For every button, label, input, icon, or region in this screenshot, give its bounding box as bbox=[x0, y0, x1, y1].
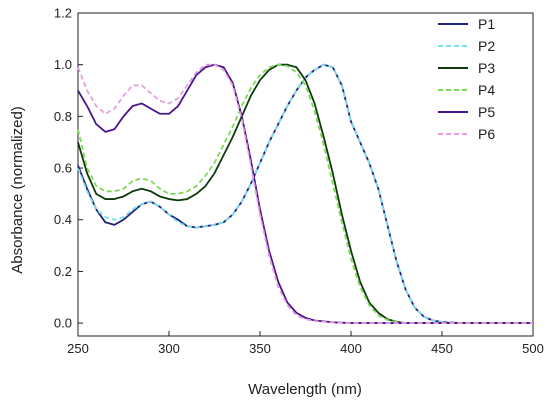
series-line-p1 bbox=[77, 63, 533, 324]
x-tick-label: 450 bbox=[431, 341, 453, 356]
x-tick-label: 500 bbox=[522, 341, 544, 356]
y-axis-title: Absorbance (normalized) bbox=[9, 106, 26, 274]
plot-frame bbox=[77, 12, 534, 337]
y-tick-label: 1.0 bbox=[54, 57, 72, 72]
legend-label-p3: P3 bbox=[478, 60, 495, 76]
y-tick-label: 0.2 bbox=[54, 264, 72, 279]
series-line-p4 bbox=[77, 63, 533, 324]
y-tick-label: 0.6 bbox=[54, 161, 72, 176]
legend-label-p2: P2 bbox=[478, 38, 495, 54]
x-tick-label: 350 bbox=[249, 341, 271, 356]
legend-label-p6: P6 bbox=[478, 126, 495, 142]
y-tick-label: 0.8 bbox=[54, 109, 72, 124]
x-axis-title: Wavelength (nm) bbox=[248, 381, 362, 398]
series-line-p2 bbox=[77, 63, 533, 324]
legend-label-p5: P5 bbox=[478, 104, 495, 120]
x-tick-label: 250 bbox=[67, 341, 89, 356]
x-tick-label: 400 bbox=[340, 341, 362, 356]
series-line-p3 bbox=[77, 63, 533, 324]
series-line-p5 bbox=[77, 63, 533, 324]
y-tick-label: 0.4 bbox=[54, 212, 72, 227]
x-tick-label: 300 bbox=[158, 341, 180, 356]
legend-label-p1: P1 bbox=[478, 16, 495, 32]
series-line-p6 bbox=[77, 63, 533, 324]
y-tick-label: 1.2 bbox=[54, 6, 72, 21]
legend-label-p4: P4 bbox=[478, 82, 495, 98]
y-tick-label: 0.0 bbox=[54, 316, 72, 331]
